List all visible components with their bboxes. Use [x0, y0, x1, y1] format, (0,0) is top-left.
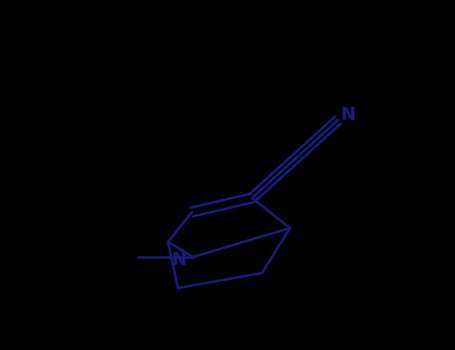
Text: N: N	[340, 106, 355, 124]
Text: N: N	[172, 251, 187, 269]
